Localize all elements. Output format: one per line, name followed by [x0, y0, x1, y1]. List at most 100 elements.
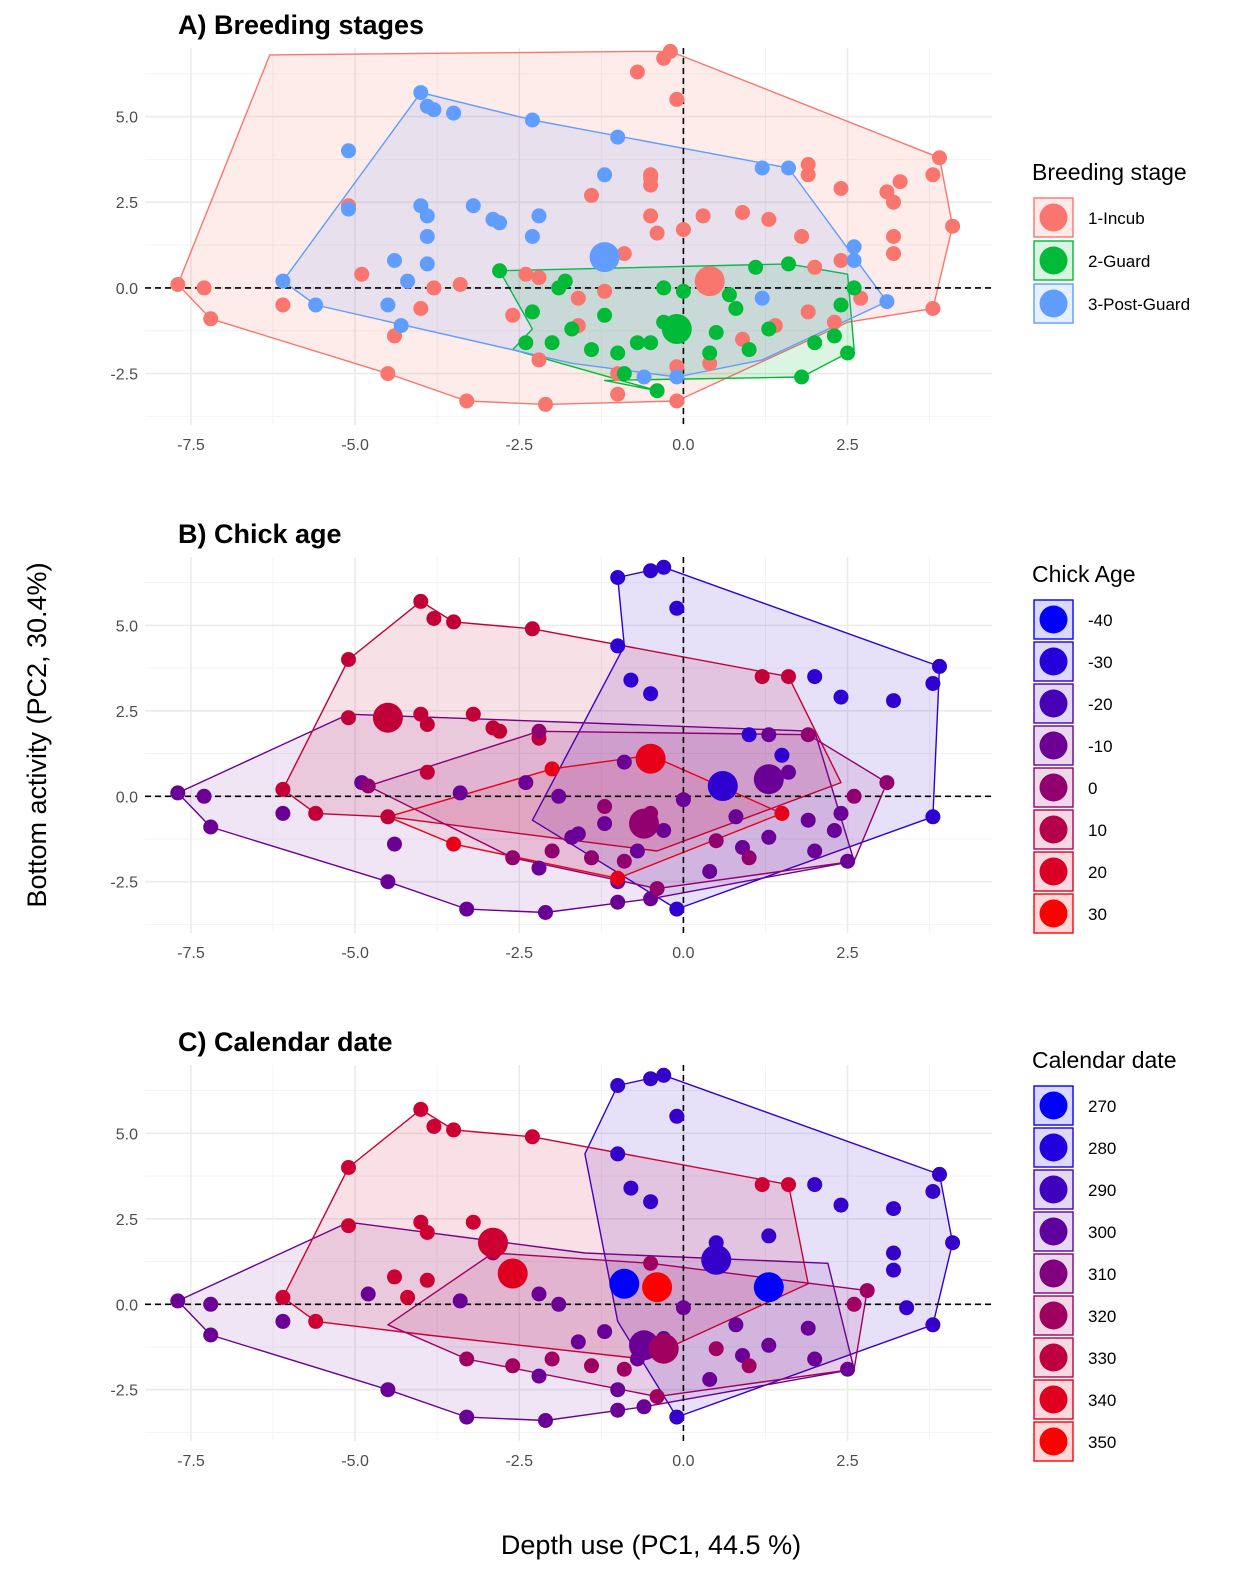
data-point — [341, 652, 356, 667]
data-point — [610, 386, 626, 402]
group-centroid — [497, 1258, 528, 1289]
data-point — [846, 1296, 862, 1312]
data-point — [616, 246, 632, 262]
data-point — [675, 222, 691, 238]
data-point — [584, 850, 599, 866]
group-centroid — [694, 266, 725, 297]
data-point — [662, 43, 678, 59]
data-point — [564, 829, 580, 845]
data-point — [794, 229, 810, 244]
x-tick-label: -5.0 — [341, 437, 369, 454]
legend-key-dot — [1039, 647, 1068, 676]
legend-label: 330 — [1088, 1349, 1116, 1368]
data-point — [610, 1382, 626, 1398]
data-point — [781, 160, 796, 176]
data-point — [925, 1317, 941, 1333]
legend-label: 340 — [1088, 1391, 1116, 1410]
legend-label: -20 — [1088, 695, 1113, 714]
data-point — [899, 1300, 915, 1316]
data-point — [538, 905, 553, 920]
group-centroid — [648, 1333, 679, 1364]
data-point — [892, 174, 908, 190]
data-point — [459, 901, 475, 917]
data-point — [518, 335, 534, 351]
y-tick-label: 2.5 — [116, 704, 138, 721]
data-point — [196, 280, 212, 296]
data-point — [728, 301, 744, 316]
data-point — [551, 1296, 567, 1312]
hulls — [177, 566, 941, 914]
data-point — [387, 836, 402, 852]
legend-label: 350 — [1088, 1433, 1116, 1452]
group-centroid — [701, 1244, 732, 1275]
data-point — [629, 843, 645, 859]
data-point — [800, 1320, 816, 1336]
data-point — [341, 201, 356, 217]
points — [170, 43, 961, 412]
data-point — [203, 1327, 219, 1343]
data-point — [754, 1177, 770, 1193]
legend-title: Breeding stage — [1032, 159, 1187, 185]
legend-key-dot — [1039, 1301, 1068, 1330]
data-point — [886, 1201, 901, 1217]
data-point — [643, 563, 659, 579]
data-point — [669, 393, 685, 409]
legend-label: 310 — [1088, 1265, 1116, 1284]
legend-label: 1-Incub — [1088, 209, 1145, 228]
x-tick-label: -7.5 — [177, 437, 205, 454]
panel-3: C) Calendar date -7.5 -5.0 -2.5 0.0 2.5 -2.5 0.… — [110, 1027, 1176, 1470]
data-point — [544, 761, 560, 777]
data-point — [597, 167, 613, 183]
data-point — [741, 342, 757, 358]
data-point — [544, 1351, 560, 1367]
data-point — [341, 710, 356, 726]
y-tick-label: -2.5 — [110, 367, 138, 384]
data-point — [846, 253, 862, 268]
data-point — [669, 1409, 685, 1425]
data-point — [419, 208, 435, 224]
data-point — [643, 686, 659, 702]
data-point — [879, 775, 895, 791]
data-point — [846, 280, 862, 296]
data-point — [800, 304, 816, 320]
points — [170, 1067, 961, 1428]
data-point — [721, 287, 737, 303]
legend-label: 20 — [1088, 863, 1107, 882]
data-point — [492, 263, 508, 279]
data-point — [459, 393, 475, 409]
data-point — [400, 1289, 416, 1305]
data-point — [932, 150, 947, 166]
data-point — [886, 693, 901, 709]
panel-2: B) Chick age -7.5 -5.0 -2.5 0.0 2.5 -2.5 0.0 2.5… — [110, 519, 1135, 962]
legend-key-dot — [1039, 203, 1068, 232]
x-tick-label: -5.0 — [341, 1453, 369, 1470]
data-point — [275, 273, 291, 289]
data-point — [308, 297, 324, 313]
data-point — [275, 781, 291, 797]
x-tick-label: -7.5 — [177, 1453, 205, 1470]
data-point — [761, 321, 777, 337]
data-point — [886, 246, 901, 262]
data-point — [170, 785, 186, 801]
data-point — [341, 1218, 356, 1234]
data-point — [833, 689, 849, 705]
data-point — [170, 1293, 186, 1309]
data-point — [524, 112, 540, 128]
data-point — [826, 823, 842, 838]
data-point — [413, 593, 429, 609]
y-tick-label: 2.5 — [116, 195, 138, 212]
data-point — [452, 1293, 468, 1309]
data-point — [833, 805, 849, 821]
data-point — [800, 812, 816, 828]
y-tick-label: 0.0 — [116, 281, 138, 298]
data-point — [419, 229, 435, 244]
data-point — [761, 1337, 777, 1353]
data-point — [643, 208, 659, 224]
data-point — [505, 850, 521, 866]
panel-title: B) Chick age — [178, 519, 342, 549]
data-point — [807, 335, 823, 351]
data-point — [531, 723, 547, 739]
group-centroid — [661, 314, 692, 344]
data-point — [419, 1272, 435, 1288]
data-point — [610, 894, 626, 910]
